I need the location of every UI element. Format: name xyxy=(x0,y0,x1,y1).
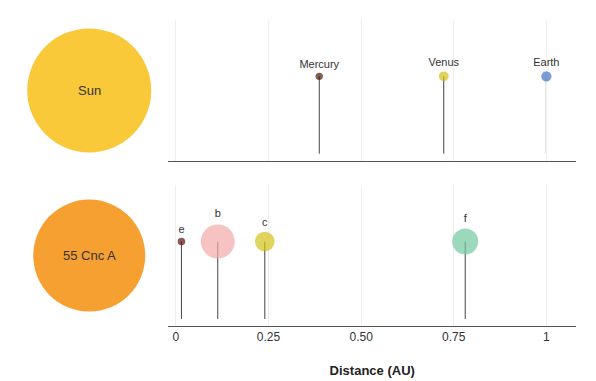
svg-text:0: 0 xyxy=(173,330,180,344)
svg-text:c: c xyxy=(262,216,268,228)
svg-text:b: b xyxy=(215,207,221,219)
svg-text:1: 1 xyxy=(543,330,550,344)
svg-text:Venus: Venus xyxy=(428,56,459,68)
svg-text:Distance (AU): Distance (AU) xyxy=(330,363,415,378)
svg-text:0.75: 0.75 xyxy=(442,330,466,344)
svg-text:55 Cnc A: 55 Cnc A xyxy=(63,248,116,263)
svg-text:f: f xyxy=(464,212,468,224)
svg-text:0.25: 0.25 xyxy=(257,330,281,344)
svg-text:e: e xyxy=(178,223,184,235)
svg-text:0.50: 0.50 xyxy=(349,330,373,344)
svg-text:Earth: Earth xyxy=(533,56,559,68)
svg-text:Sun: Sun xyxy=(78,83,101,98)
svg-text:Mercury: Mercury xyxy=(299,58,339,70)
